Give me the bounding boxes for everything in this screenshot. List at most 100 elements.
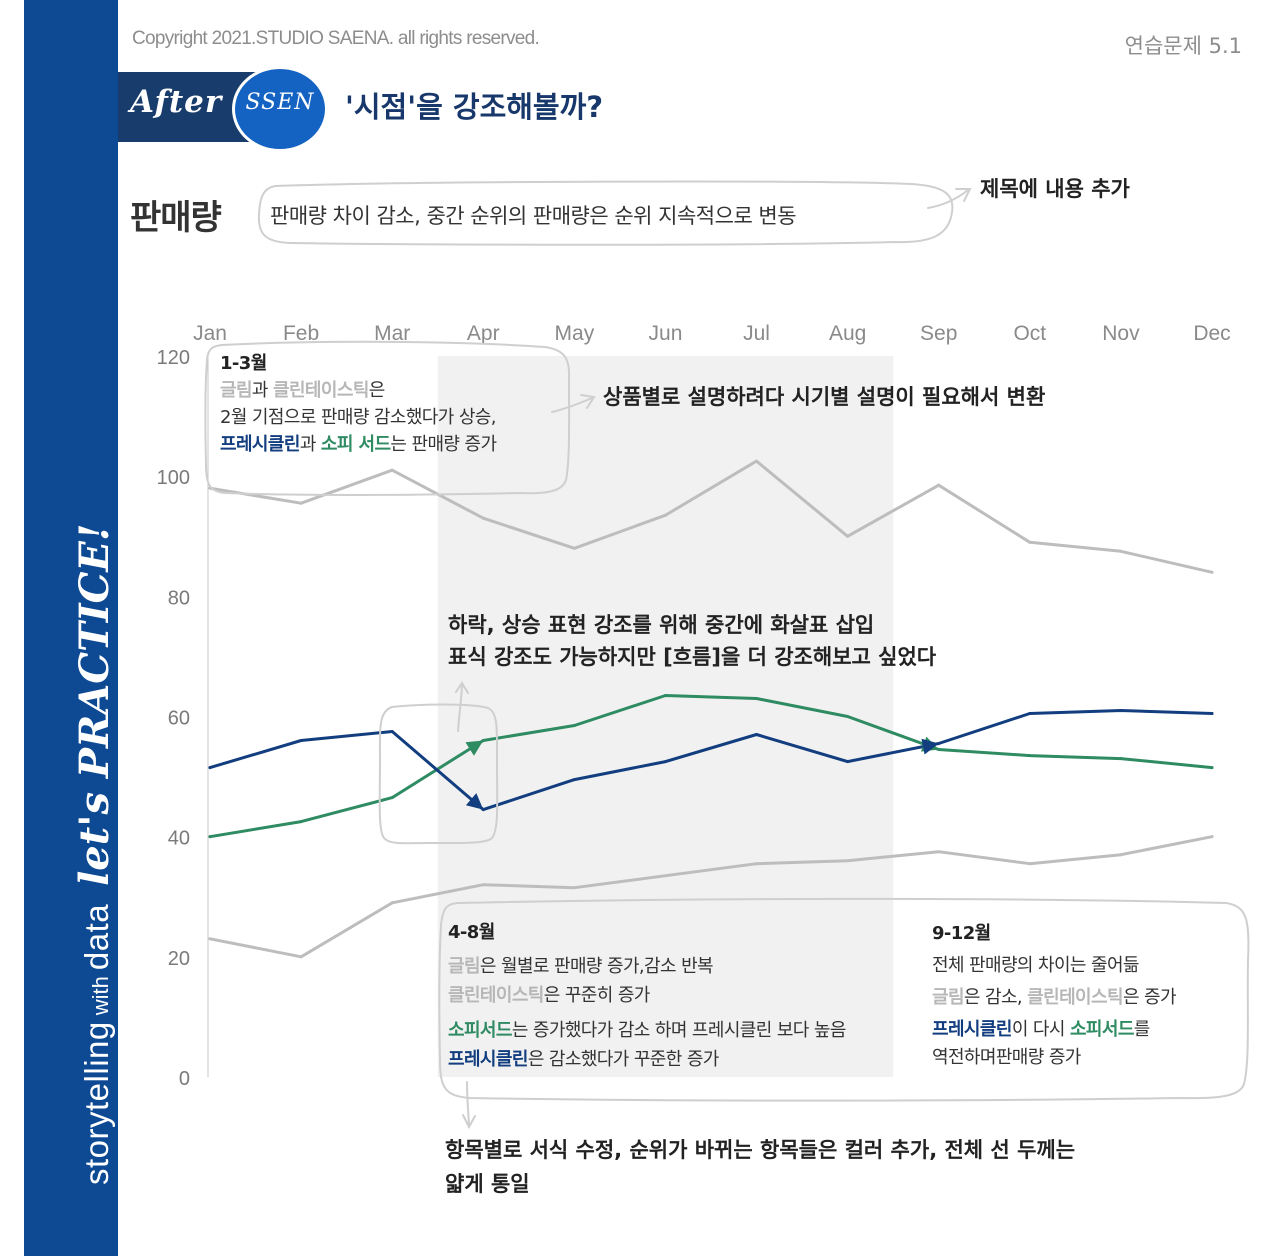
data-point-presh [390,730,394,734]
annotation-apr-aug-line3: 소피서드는 증가했다가 감소 하며 프레시클린 보다 높음 [448,1016,846,1045]
x-tick-label: Mar [374,322,410,345]
text-and: 과 [251,380,274,401]
text: 은 감소했다가 꾸준한 증가 [527,1049,720,1070]
data-point-clean [937,850,941,854]
copyright-text: Copyright 2021.STUDIO SAENA. all rights … [132,28,540,49]
ssen-label: SSEN [245,90,315,115]
data-point-presh [1119,708,1123,712]
data-point-presh [572,778,576,782]
data-point-sofi [1210,766,1214,770]
chart-subtitle: 판매량 차이 감소, 중간 순위의 판매량은 순위 지속적으로 변동 [270,204,797,228]
annotation-jan-mar-line3: 프레시클린과 소피 서드는 판매량 증가 [220,431,497,458]
text-and: 과 [299,434,321,455]
data-point-grim [299,501,303,505]
text: 은 월별로 판매량 증가,감소 반복 [479,956,714,977]
data-point-clean [299,955,303,959]
data-point-clean [1028,862,1032,866]
data-point-presh [846,760,850,764]
data-point-clean [208,937,212,941]
q1-sketch-box [204,340,571,496]
data-point-presh [299,739,303,743]
data-point-grim [663,513,667,517]
label-sofi: 소피서드 [448,1020,512,1041]
data-point-grim [755,459,759,463]
series-line-presh [208,709,1214,812]
data-point-clean [481,883,485,887]
x-tick-label: Feb [283,322,319,345]
text: 은 증가 [1122,987,1177,1008]
data-point-presh [1028,711,1032,715]
text-tail: 는 판매량 증가 [390,434,497,455]
highlight-band [437,356,894,1077]
data-point-sofi [846,715,850,718]
format-note-line2: 얇게 통일 [445,1172,530,1196]
mar-apr-arrowhead [455,681,469,694]
annotation-jan-mar: 1-3월 글림과 클린테이스틱은 2월 기점으로 판매량 감소했다가 상승, 프… [220,350,497,458]
x-tick-label: Aug [829,322,866,345]
label-presh: 프레시클린 [932,1019,1012,1040]
label-clean: 클린테이스틱 [448,985,544,1006]
annotation-apr-aug-line1: 글림은 월별로 판매량 증가,감소 반복 [448,952,846,981]
y-tick-label: 100 [157,467,190,489]
data-point-sofi [390,796,394,800]
data-point-clean [663,874,667,878]
bottom-note-arrow [466,1081,470,1125]
label-clean: 클린테이스틱 [1027,987,1123,1008]
text-eun: 은 [368,380,386,401]
data-point-grim [937,483,941,487]
arrowhead-presh-sep [921,738,939,755]
text: 은 꾸준히 증가 [543,985,651,1006]
arrow-note-line1: 하락, 상승 표현 강조를 위해 중간에 화살표 삽입 [448,613,875,637]
label-grim: 글림 [220,380,253,401]
label-sofi: 소피서드 [1069,1019,1134,1040]
x-tick-label: Dec [1193,322,1230,345]
sidebar-band [24,0,118,1256]
annotation-apr-aug-line4: 프레시클린은 감소했다가 꾸준한 증가 [448,1045,846,1074]
data-point-grim [1119,549,1123,553]
text: 는 증가했다가 감소 하며 프레시클린 보다 높음 [511,1020,847,1041]
y-tick-label: 60 [168,708,190,730]
arrow-note-line2: 표식 강조도 가능하지만 [흐름]을 더 강조해보고 싶었다 [448,645,937,669]
data-point-clean [390,901,394,905]
annotation-sep-dec-line1: 전체 판매량의 차이는 줄어듦 [932,955,1139,976]
data-point-clean [846,859,850,863]
data-point-presh [663,760,667,764]
x-tick-label: May [555,322,595,345]
text: 를 [1133,1019,1151,1040]
x-tick-label: Sep [920,322,957,345]
annotation-apr-aug-line2: 클린테이스틱은 꾸준히 증가 [448,981,846,1010]
data-point-sofi [1028,754,1032,758]
data-point-grim [846,534,850,538]
series-line-sofi [208,694,1214,839]
text: 이 다시 [1011,1019,1070,1040]
title-note-arrowhead [955,188,972,202]
title-note-arrow [927,189,969,209]
exercise-number: 연습문제 5.1 [1124,34,1242,58]
annotation-sep-dec-line4: 역전하며판매량 증가 [932,1047,1081,1068]
label-clean: 클린테이스틱 [273,380,369,401]
data-point-clean [572,886,576,890]
data-point-presh [208,766,212,770]
data-point-sofi [755,696,759,700]
x-tick-label: Jan [193,322,227,345]
data-point-grim [572,546,576,550]
label-presh: 프레시클린 [220,434,300,455]
data-point-grim [390,468,394,472]
data-point-sofi [572,724,576,728]
data-point-sofi [299,820,303,824]
annotation-sep-dec: 9-12월 전체 판매량의 차이는 줄어듦 글림은 감소, 클린테이스틱은 증가… [932,918,1177,1070]
text: 은 감소, [963,987,1028,1008]
annotation-apr-aug-heading: 4-8월 [448,922,495,943]
arrowhead-sofi-apr [465,740,484,756]
annotation-sep-dec-line3: 프레시클린이 다시 소피서드를 [932,1014,1176,1046]
series-line-clean [208,835,1214,959]
x-tick-label: Nov [1102,322,1140,345]
title-note: 제목에 내용 추가 [980,177,1130,201]
title-sketch-bubble [257,180,954,246]
data-point-grim [1210,570,1214,574]
y-tick-label: 40 [168,828,190,850]
x-tick-label: Apr [467,322,500,345]
bottom-note-arrowhead [462,1114,476,1130]
